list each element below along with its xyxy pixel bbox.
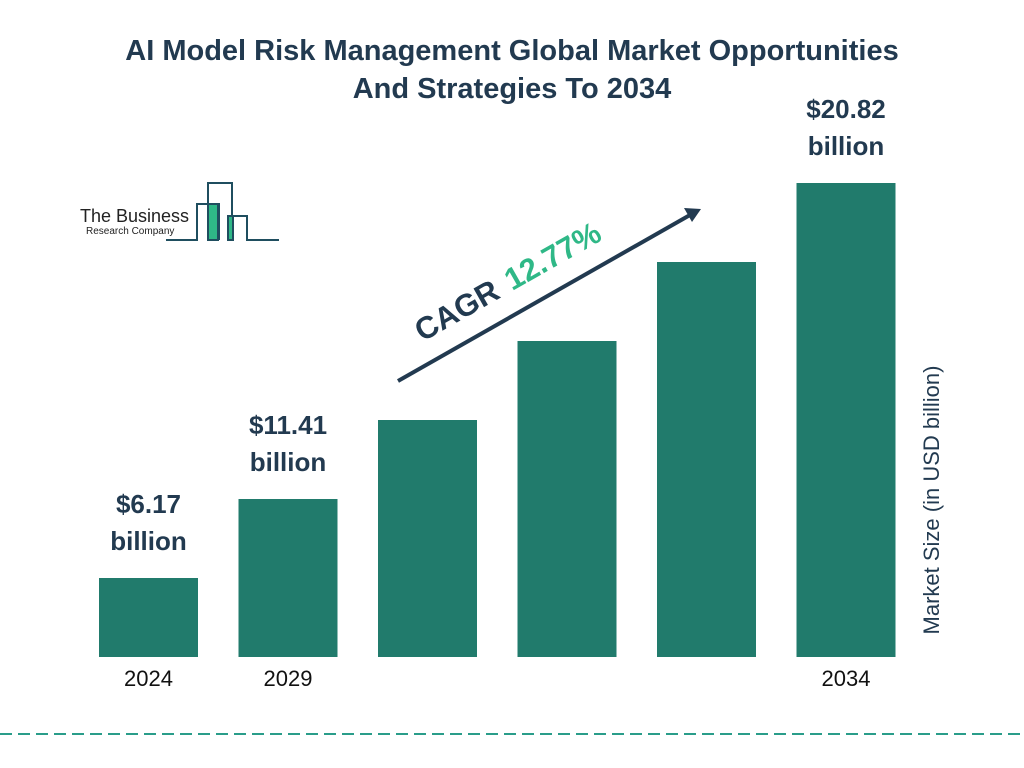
data-label: $6.17 billion bbox=[79, 486, 219, 560]
cagr-arrow-line bbox=[397, 213, 691, 383]
logo-mark bbox=[166, 182, 279, 241]
data-label-line: billion bbox=[110, 526, 187, 556]
data-label-line: $6.17 bbox=[115, 489, 182, 519]
chart-title: AI Model Risk Management Global Market O… bbox=[125, 35, 899, 105]
x-tick-label: 2029 bbox=[263, 666, 313, 691]
data-label: $20.82 billion bbox=[776, 91, 916, 165]
bar-2029 bbox=[238, 499, 338, 657]
x-tick-label: 2024 bbox=[124, 666, 173, 691]
bar-2034 bbox=[796, 183, 896, 657]
x-tick-label: 2034 bbox=[821, 666, 871, 691]
data-label-line: billion bbox=[249, 447, 327, 477]
logo-text-secondary: Research Company bbox=[86, 226, 175, 237]
logo-text-primary: The Business bbox=[80, 206, 190, 226]
y-axis-label: Market Size (in USD billion) bbox=[919, 365, 944, 635]
bar-bar3 bbox=[517, 341, 617, 657]
data-label-line: $20.82 bbox=[806, 94, 886, 124]
data-label-line: billion bbox=[807, 131, 885, 161]
bar-bar4 bbox=[657, 262, 756, 657]
bar-bar2 bbox=[378, 420, 477, 657]
data-label-line: $11.41 bbox=[248, 410, 328, 440]
data-label: $11.41 billion bbox=[218, 407, 358, 481]
cagr-arrow-head bbox=[684, 208, 701, 222]
bar-2024 bbox=[99, 578, 198, 657]
